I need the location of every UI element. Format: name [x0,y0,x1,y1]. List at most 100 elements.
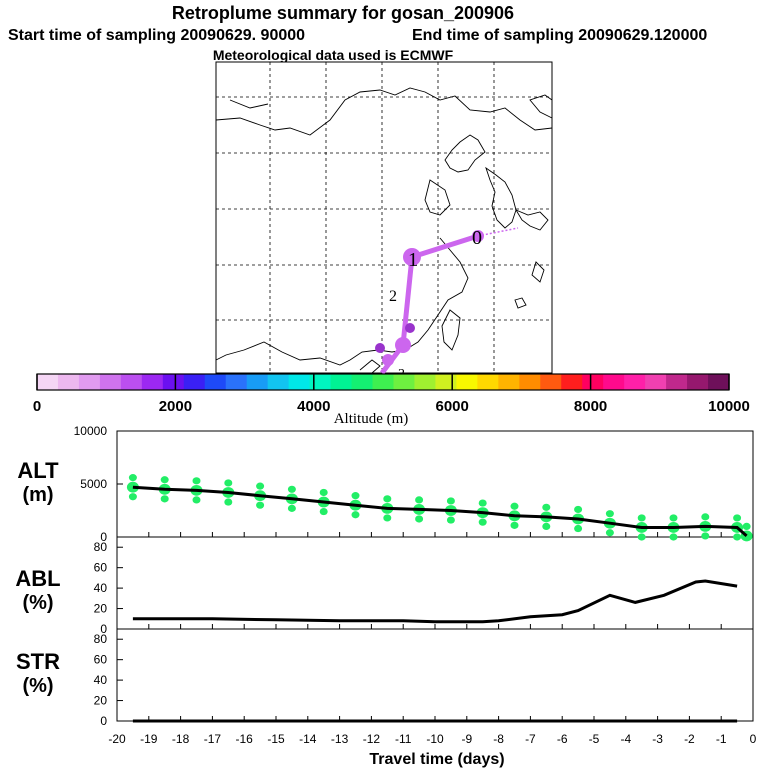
plume-cluster-2b [405,323,415,333]
x-tick-label: -14 [299,732,317,746]
time-series-panels: ALT (m) ABL (%) STR (%) 0 5000 10000 0 20 40 6… [15,424,756,768]
x-tick-label: -15 [267,732,285,746]
trajectory-plume: 0 1 2 3 [375,227,519,382]
colorbar-swatch [603,374,625,390]
alt-cluster-point [605,510,614,518]
alt-cluster-point [224,479,233,487]
altitude-colorbar: 0 2000 4000 6000 8000 10000 Altitude (m) [33,373,750,427]
alt-cluster-point [637,533,646,541]
alt-cluster-point [478,518,487,526]
colorbar-swatch [183,374,206,390]
colorbar-swatch [37,374,59,390]
path-label-2: 2 [389,288,397,305]
alt-cluster-point [733,533,742,541]
x-tick-label: -5 [589,732,600,746]
colorbar-swatch [540,374,562,390]
alt-cluster-point [542,503,551,511]
alt-cluster-point [415,515,424,523]
colorbar-swatch [519,374,541,390]
x-tick-label: -10 [426,732,444,746]
x-tick-label: -2 [684,732,695,746]
alt-cluster-point [733,514,742,522]
x-tick-label: -11 [395,732,412,746]
colorbar-swatch [204,374,227,390]
y-tick-label: 0 [100,622,107,636]
colorbar-swatch [624,374,646,390]
colorbar-swatch [78,374,101,390]
x-axis-ticks: -20 -19 -18 -17 -16 -15 -14 -13 -12 -11 -10 -9 -8 -7-… [108,532,757,746]
alt-cluster-point [128,493,137,501]
alt-cluster-point [669,533,678,541]
alt-cluster-marks [126,474,753,542]
series-lines [132,485,748,723]
colorbar-swatch [288,374,311,390]
alt-cluster-point [224,498,233,506]
alt-cluster-point [287,504,296,512]
x-tick-label: -9 [461,732,472,746]
colorbar-swatch [162,374,185,390]
x-tick-label: -18 [172,732,190,746]
x-tick-label: 0 [750,732,757,746]
colorbar-ticks: 0 2000 4000 6000 8000 10000 [33,374,750,415]
alt-cluster-point [351,492,360,500]
alt-cluster-point [574,524,583,533]
alt-cluster-point [742,522,751,531]
colorbar-swatch [120,374,143,390]
y-tick-label: 10000 [74,424,108,438]
str-panel-label: STR [16,649,60,674]
colorbar-swatch [687,374,709,390]
alt-cluster-point [605,529,614,537]
colorbar-swatches [37,374,730,390]
alt-cluster-point [637,514,646,522]
colorbar-swatch [708,374,730,390]
alt-cluster-point [669,514,678,522]
alt-cluster-point [701,513,710,521]
y-tick-label: 40 [94,673,108,687]
colorbar-swatch [498,374,520,390]
alt-cluster-point [126,481,139,493]
alt-cluster-point [351,511,360,519]
alt-cluster-point [383,514,392,522]
colorbar-swatch [456,374,478,390]
abl-panel-label: ABL [15,566,60,591]
alt-cluster-point [415,496,424,504]
y-tick-label: 60 [94,561,108,575]
path-label-1: 1 [408,249,418,271]
colorbar-swatch [330,374,353,390]
colorbar-title: Altitude (m) [334,411,409,427]
x-tick-label: -8 [493,732,504,746]
y-tick-label: 0 [100,530,107,544]
str-unit-label: (%) [22,675,53,697]
colorbar-swatch [666,374,688,390]
plume-segment-1-2 [400,256,415,346]
colorbar-swatch [351,374,374,390]
y-tick-label: 20 [94,694,108,708]
colorbar-swatch [246,374,269,390]
colorbar-swatch [372,374,394,390]
x-tick-label: -17 [204,732,222,746]
y-tick-label: 60 [94,653,108,667]
colorbar-tick-label: 0 [33,398,41,415]
colorbar-tick-label: 8000 [574,398,607,415]
met-data-label: Meteorological data used is ECMWF [213,47,454,63]
colorbar-swatch [393,374,415,390]
alt-panel-frame [116,430,754,538]
path-label-0: 0 [472,227,482,249]
alt-cluster-point [383,495,392,503]
alt-panel-label: ALT [17,458,59,483]
y-tick-label: 5000 [80,477,107,491]
colorbar-swatch [141,374,164,390]
alt-cluster-point [542,522,551,531]
colorbar-swatch [477,374,499,390]
start-time-label: Start time of sampling 20090629. 90000 [8,27,305,44]
alt-cluster-point [510,521,519,529]
y-tick-label: 40 [94,581,108,595]
x-axis-label: Travel time (days) [369,751,504,768]
alt-cluster-point [446,497,455,505]
x-tick-label: -7 [525,732,536,746]
trajectory-map: 0 1 2 3 [215,61,553,382]
alt-cluster-point [128,474,137,482]
alt-series-line [132,485,748,538]
colorbar-tick-label: 10000 [708,398,750,415]
